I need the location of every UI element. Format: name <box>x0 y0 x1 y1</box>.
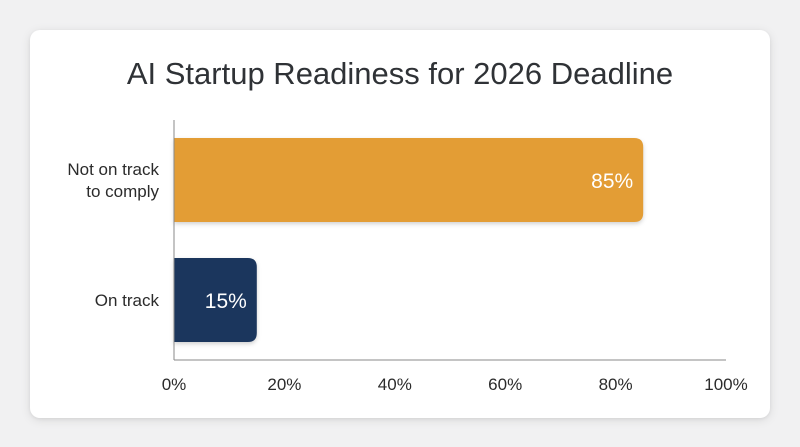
x-tick-label: 100% <box>704 375 747 394</box>
category-label-line: Not on track <box>67 160 159 179</box>
data-label-1: 85% <box>591 170 633 193</box>
category-label-line: On track <box>95 291 160 310</box>
bar-1 <box>174 138 644 222</box>
data-label-2: 15% <box>205 290 247 313</box>
category-label-2: On track <box>95 291 160 310</box>
x-tick-label: 60% <box>488 375 522 394</box>
x-tick-label: 80% <box>599 375 633 394</box>
category-label-1: Not on track to comply <box>67 160 159 201</box>
x-tick-label: 20% <box>267 375 301 394</box>
chart-title: AI Startup Readiness for 2026 Deadline <box>127 56 673 91</box>
x-tick-label: 40% <box>378 375 412 394</box>
plot-area: 85% Not on track to comply 15% On track 0% 20%… <box>67 120 748 394</box>
chart-card <box>30 30 770 418</box>
x-tick-label: 0% <box>162 375 187 394</box>
category-label-line: to comply <box>86 182 159 201</box>
bar-2 <box>174 258 257 342</box>
